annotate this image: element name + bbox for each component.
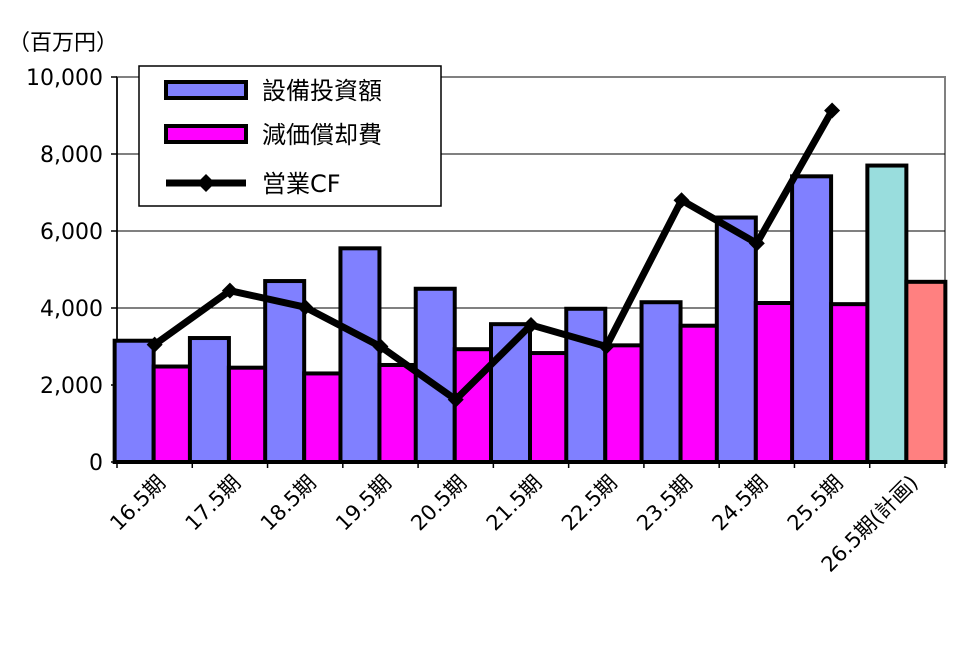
unit-label: （百万円） — [8, 31, 118, 56]
legend-label-capex: 設備投資額 — [262, 77, 382, 105]
legend-swatch-depreciation — [164, 124, 248, 144]
bar-capex — [714, 215, 758, 464]
bar-depreciation — [829, 302, 873, 464]
bar-depreciation — [528, 351, 571, 465]
point-operating-cf — [748, 235, 765, 252]
x-tick-label: 16.5期 — [105, 471, 170, 536]
bar-capex — [187, 336, 231, 464]
x-tick-label: 19.5期 — [331, 471, 396, 536]
x-tick-label: 22.5期 — [557, 471, 622, 536]
bar-depreciation — [678, 323, 722, 464]
plot-area: 0 2,000 4,000 6,000 8,000 10,000 16.5期 17.5期 18.… — [26, 66, 948, 577]
y-tick-label: 10,000 — [26, 66, 103, 91]
bar-capex — [564, 306, 608, 464]
x-tick-label: 20.5期 — [406, 471, 471, 536]
bar-depreciation — [302, 371, 346, 465]
bar-depreciation — [904, 279, 948, 464]
bar-capex — [639, 300, 683, 464]
point-operating-cf — [372, 338, 389, 355]
y-tick-label: 2,000 — [40, 374, 103, 399]
bar-depreciation — [226, 365, 270, 464]
point-operating-cf — [447, 391, 464, 408]
line-operating-cf — [151, 106, 836, 404]
point-operating-cf — [221, 282, 238, 299]
legend-marker-operating-cf — [197, 174, 215, 192]
x-tick-label: 18.5期 — [256, 471, 321, 536]
legend-label-operating-cf: 営業CF — [262, 170, 341, 198]
point-operating-cf — [598, 338, 615, 355]
legend-label-depreciation: 減価償却費 — [262, 121, 382, 149]
x-tick-label: 23.5期 — [632, 471, 697, 536]
y-tick-label: 4,000 — [40, 297, 103, 322]
bar-capex — [338, 246, 382, 464]
bar-capex — [112, 338, 156, 465]
y-tick-label: 8,000 — [40, 143, 103, 168]
bar-capex — [865, 163, 909, 465]
bar-depreciation — [377, 362, 421, 465]
x-tick-label: 17.5期 — [181, 471, 246, 536]
point-operating-cf — [673, 192, 690, 209]
point-operating-cf — [146, 336, 163, 353]
point-operating-cf — [297, 299, 314, 316]
x-tick-label: 24.5期 — [707, 471, 772, 536]
x-tick-label: 25.5期 — [783, 471, 848, 536]
y-tick-label: 0 — [89, 451, 103, 476]
point-operating-cf — [824, 102, 841, 119]
x-tick-label: 21.5期 — [482, 471, 547, 536]
bar-depreciation — [753, 300, 797, 464]
bar-depreciation — [151, 364, 195, 464]
bar-depreciation — [603, 343, 647, 464]
legend-swatch-capex — [164, 80, 248, 100]
bar-capex — [790, 174, 834, 465]
y-tick-label: 6,000 — [40, 220, 103, 245]
point-operating-cf — [523, 316, 539, 333]
